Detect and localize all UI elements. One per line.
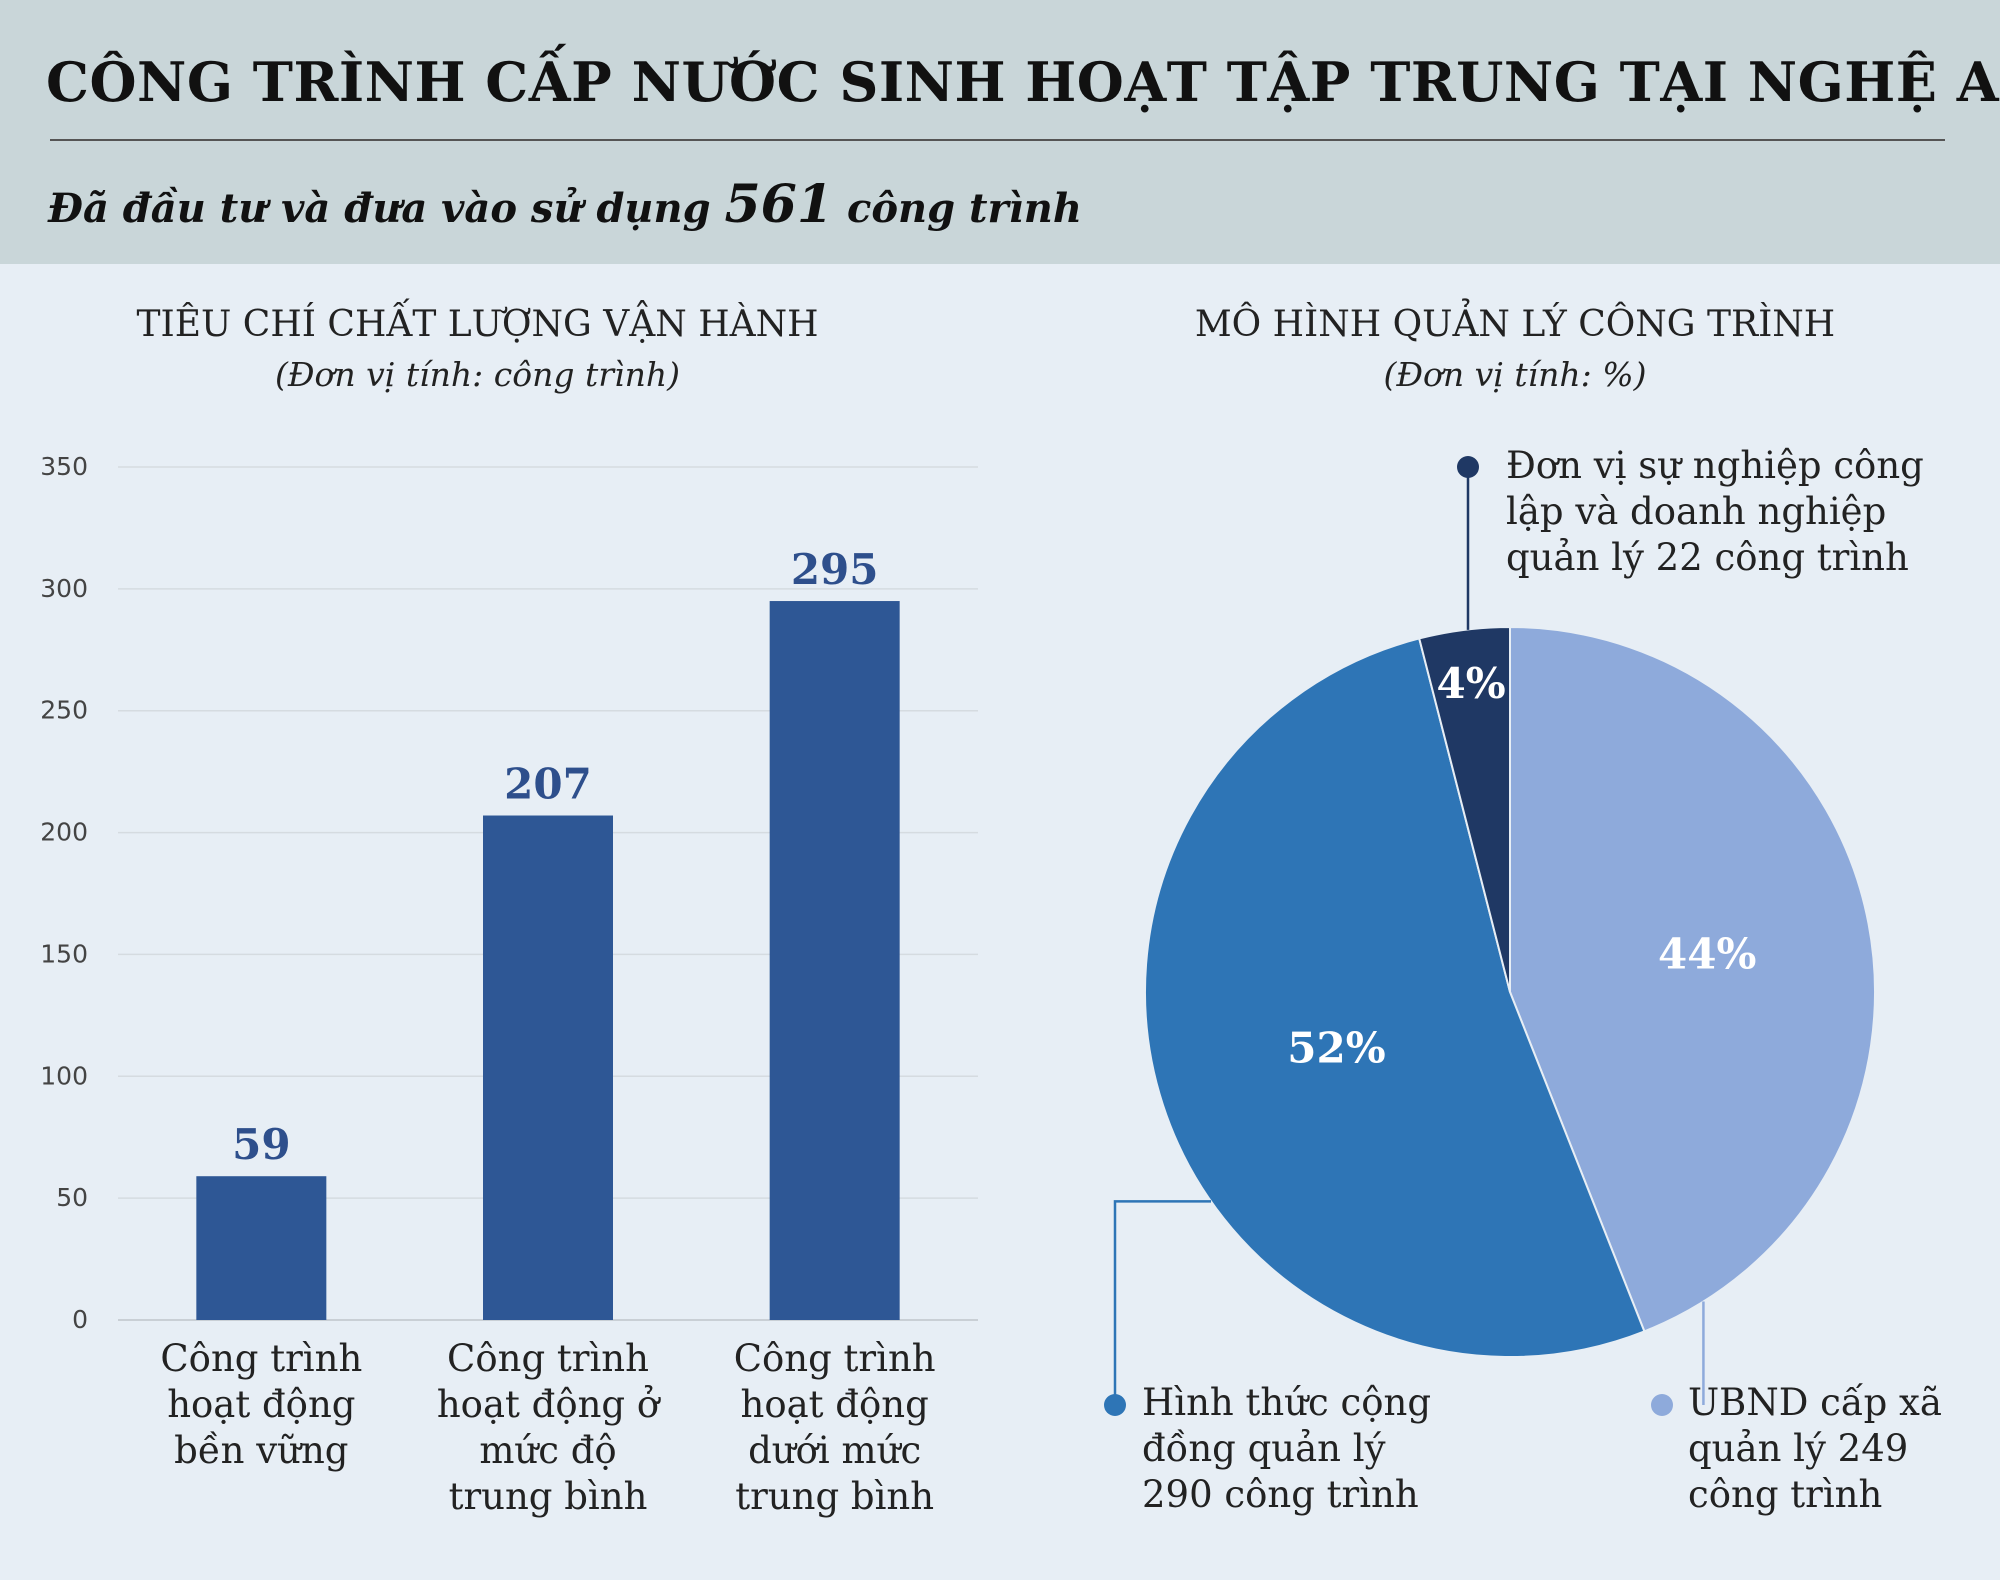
x-category-label: Công trình hoạt động bền vững [141,1336,381,1474]
legend-text-line: lập và doanh nghiệp [1506,490,1887,533]
y-tick-label: 350 [40,452,88,481]
legend-text-line: quản lý 22 công trình [1506,536,1909,579]
x-category-label-line: mức độ [479,1429,617,1472]
bar-value-label: 59 [232,1120,290,1169]
legend-text: Đơn vị sự nghiệp công lập và doanh nghiệp… [1506,443,1924,581]
subtitle-prefix: Đã đầu tư và đưa vào sử dụng [48,185,711,232]
x-category-label-line: Công trình [733,1337,936,1380]
pie-slice-label: 44% [1658,929,1756,978]
y-tick-label: 150 [40,939,88,968]
page-subtitle: Đã đầu tư và đưa vào sử dụng 561 công tr… [48,174,1082,235]
pie-slice-1 [1509,625,1876,1333]
x-category-label: Công trình hoạt động ở mức độ trung bình [428,1336,668,1520]
bar-value-label: 295 [791,545,879,594]
x-category-label-line: hoạt động [167,1383,356,1426]
x-category-label-line: bền vững [174,1429,349,1472]
bar-chart-heading: TIÊU CHÍ CHẤT LƯỢNG VẬN HÀNH (Đơn vị tín… [100,304,855,394]
legend-text: Hình thức cộng đồng quản lý 290 công trình [1142,1380,1431,1518]
bar-chart-title: TIÊU CHÍ CHẤT LƯỢNG VẬN HÀNH [136,304,819,345]
pie-chart-unit: (Đơn vị tính: %) [1383,355,1647,394]
y-tick-label: 100 [40,1061,88,1090]
legend-text-line: đồng quản lý [1142,1427,1386,1470]
x-category-label-line: trung bình [448,1475,648,1518]
y-tick-label: 300 [40,574,88,603]
legend-text-line: công trình [1688,1473,1883,1516]
legend-dot [1651,1394,1673,1416]
legend-text-line: 290 công trình [1142,1473,1419,1516]
x-category-label-line: Công trình [447,1337,649,1380]
title-divider [50,139,1945,141]
bar-value-label: 207 [504,760,592,809]
y-tick-label: 0 [72,1305,88,1334]
y-tick-label: 250 [40,696,88,725]
legend-text: UBND cấp xã quản lý 249 công trình [1688,1380,1942,1518]
legend-text-line: Đơn vị sự nghiệp công [1506,444,1924,487]
pie-slice-label: 4% [1437,659,1506,708]
bar-3 [769,601,900,1320]
header-band: CÔNG TRÌNH CẤP NƯỚC SINH HOẠT TẬP TRUNG … [0,0,2000,264]
x-category-label-line: hoạt động [740,1383,929,1426]
page-title: CÔNG TRÌNH CẤP NƯỚC SINH HOẠT TẬP TRUNG … [46,50,2000,114]
pie-slice-3 [1418,625,1511,993]
pie-slice-2 [1144,637,1646,1358]
legend-text-line: UBND cấp xã [1688,1381,1942,1424]
x-category-label-line: Công trình [160,1337,363,1380]
bar-chart-unit: (Đơn vị tính: công trình) [275,355,680,394]
legend-text-line: quản lý 249 [1688,1427,1909,1470]
pie-slice-label: 52% [1287,1023,1385,1072]
x-category-label-line: hoạt động ở [436,1383,660,1426]
x-category-label-line: trung bình [735,1475,935,1518]
legend-dot [1104,1394,1126,1416]
pie-chart-heading: MÔ HÌNH QUẢN LÝ CÔNG TRÌNH (Đơn vị tính:… [1050,304,1980,394]
legend-text-line: Hình thức cộng [1142,1381,1432,1424]
bar-2 [483,815,613,1320]
subtitle-suffix: công trình [846,185,1082,232]
bar-1 [196,1176,327,1320]
x-category-label: Công trình hoạt động dưới mức trung bình [715,1336,955,1520]
leader-line [1113,1200,1212,1405]
y-tick-label: 50 [56,1183,88,1212]
x-category-label-line: dưới mức [748,1429,922,1472]
subtitle-number: 561 [724,174,834,235]
pie-chart-title: MÔ HÌNH QUẢN LÝ CÔNG TRÌNH [1194,304,1836,345]
y-tick-label: 200 [40,818,88,847]
legend-dot [1457,456,1479,478]
